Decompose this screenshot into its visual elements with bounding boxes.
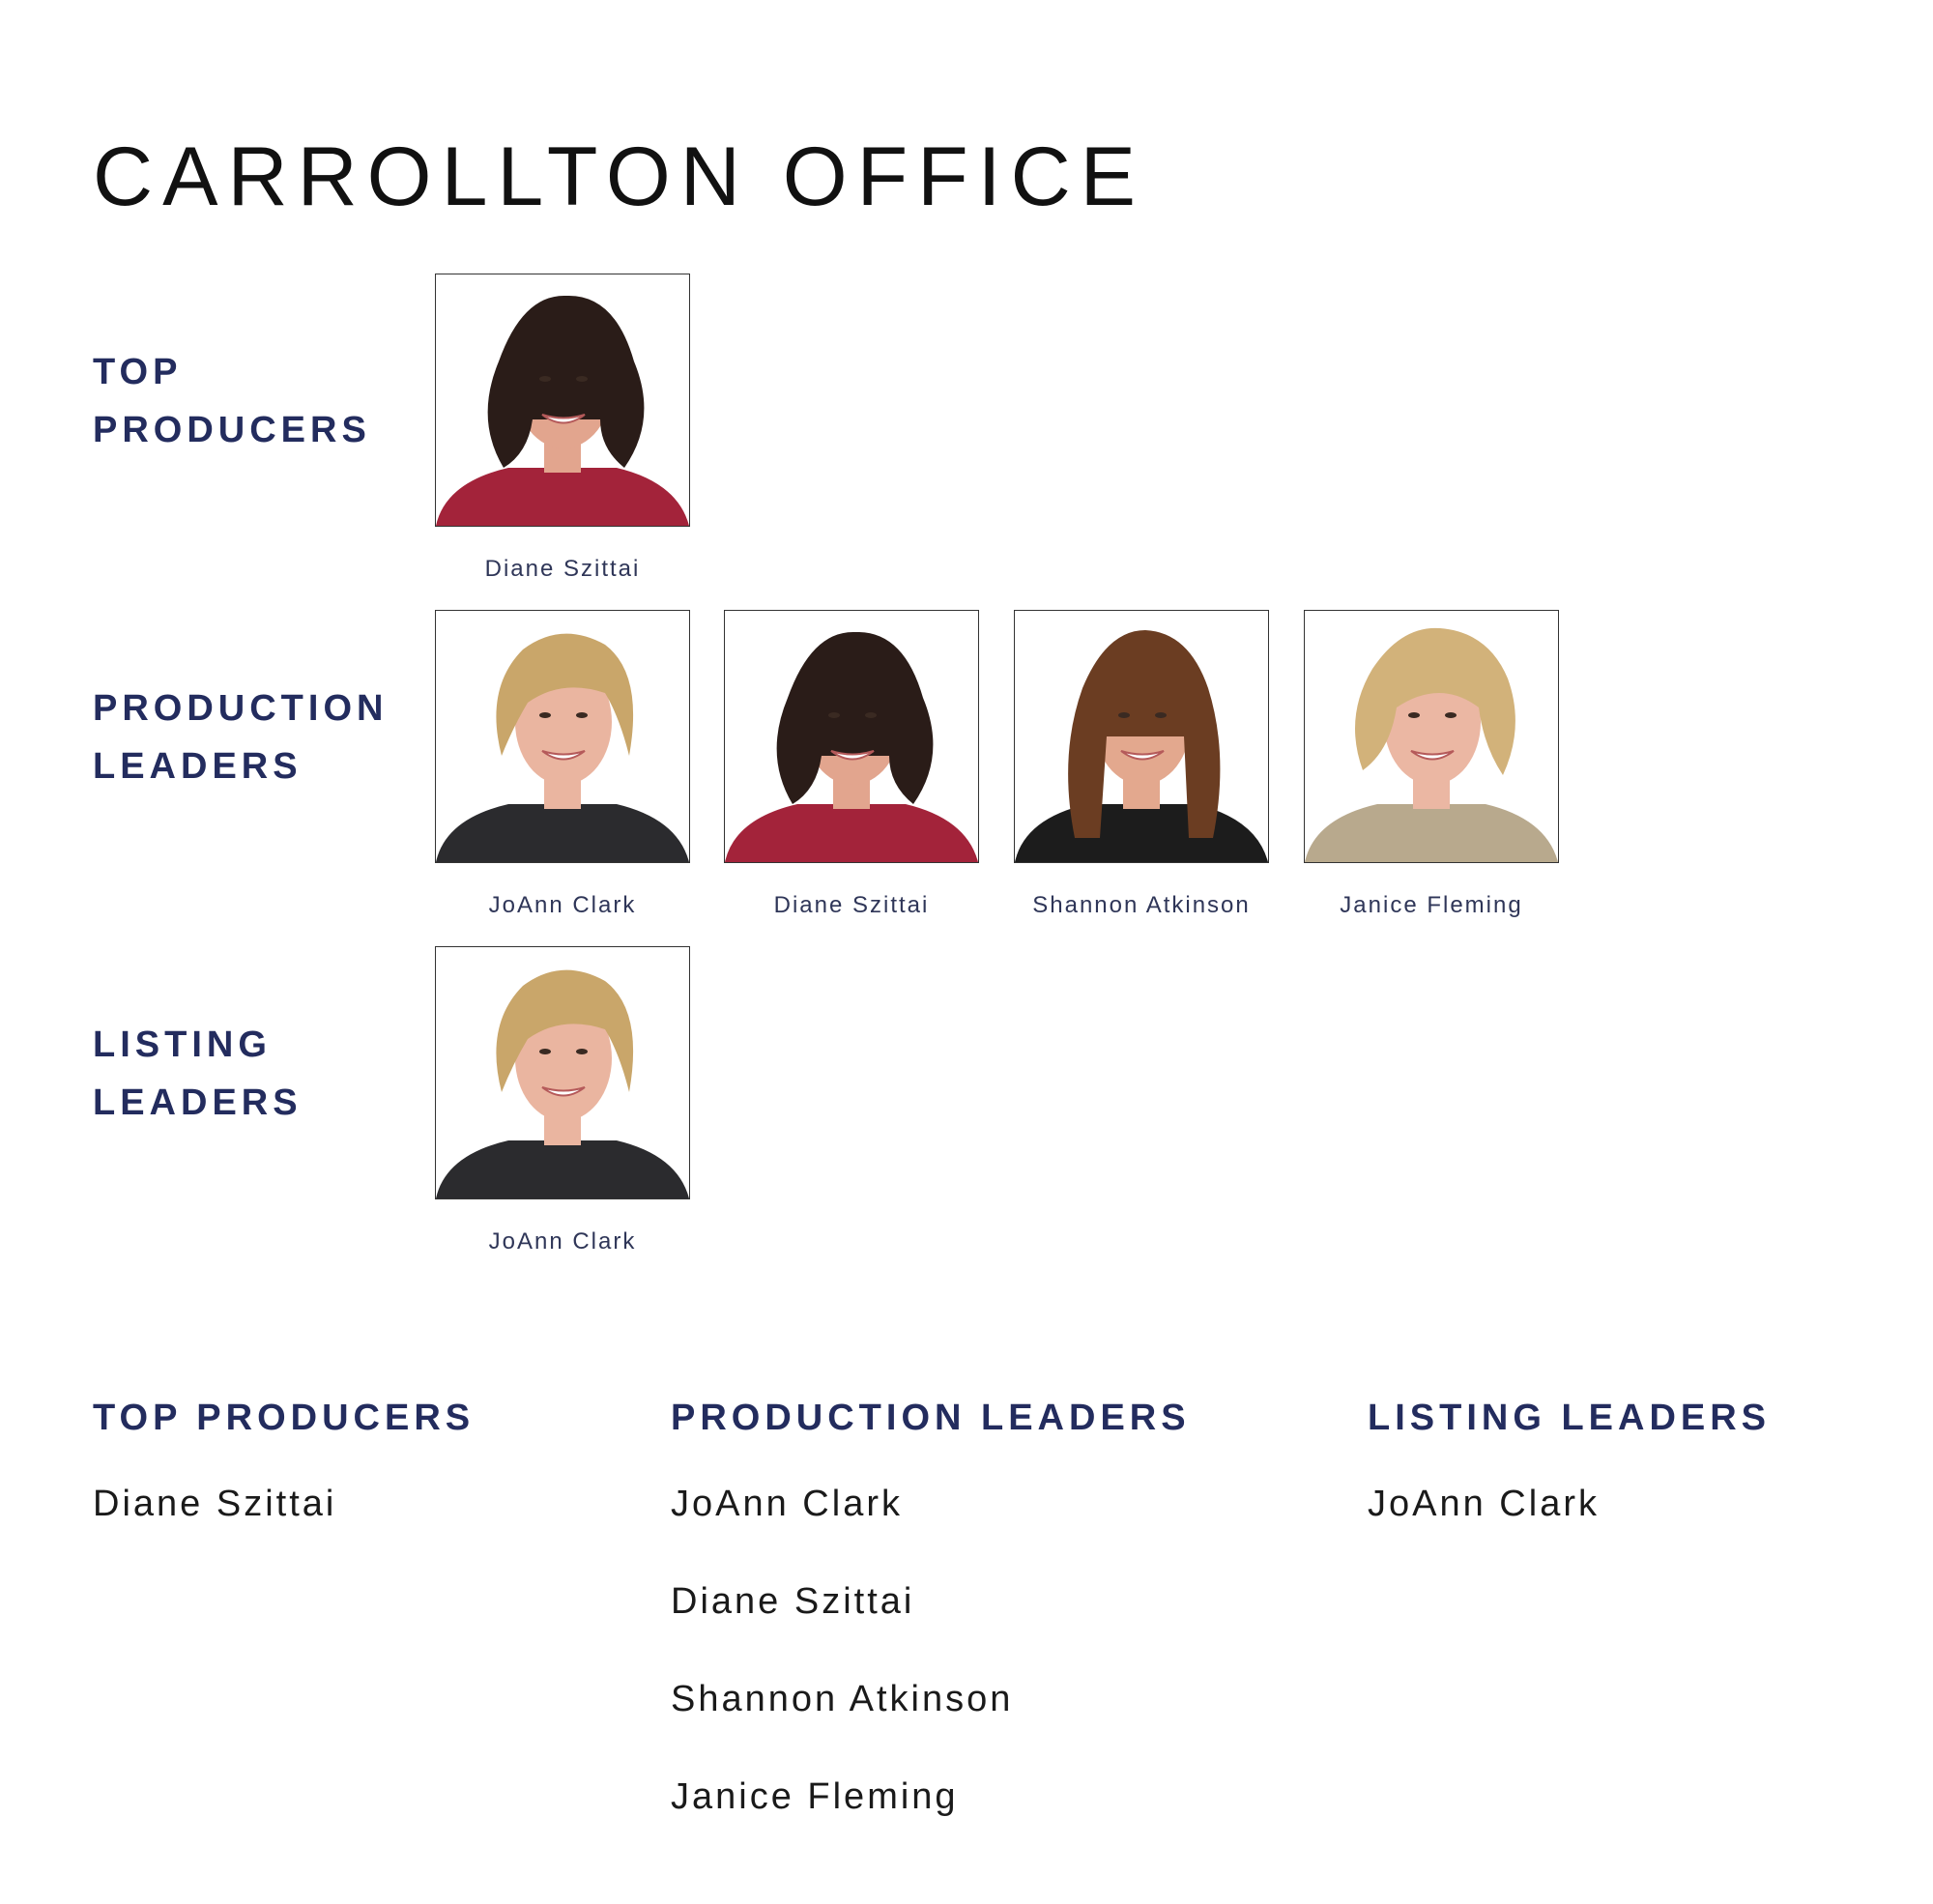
agent-photo [724,610,979,863]
summary-heading: PRODUCTION LEADERS [671,1398,1191,1438]
page-title: CARROLLTON OFFICE [93,130,1146,223]
portrait-image [1305,611,1558,862]
section-label-production-leaders: PRODUCTION LEADERS [93,679,388,795]
agent-photo [1304,610,1559,863]
summary-name: Diane Szittai [93,1484,337,1524]
agent-name-caption: Janice Fleming [1340,892,1523,918]
agent-name-caption: Diane Szittai [484,556,641,582]
section-label-top-producers: TOP PRODUCERS [93,343,371,459]
summary-name: Diane Szittai [671,1581,915,1622]
summary-name: JoAnn Clark [1368,1484,1600,1524]
label-line: PRODUCERS [93,410,371,450]
summary-heading: TOP PRODUCERS [93,1398,476,1438]
label-line: TOP [93,352,183,392]
label-line: LEADERS [93,1082,303,1123]
section-label-listing-leaders: LISTING LEADERS [93,1016,303,1132]
agent-name-caption: Diane Szittai [773,892,930,918]
label-line: LISTING [93,1024,272,1065]
summary-name: Janice Fleming [671,1776,959,1817]
portrait-image [725,611,978,862]
label-line: PRODUCTION [93,688,389,729]
portrait-image [436,947,689,1198]
summary-name: Shannon Atkinson [671,1679,1014,1719]
summary-heading: LISTING LEADERS [1368,1398,1772,1438]
label-line: LEADERS [93,746,303,787]
agent-photo [435,946,690,1199]
agent-photo [435,610,690,863]
summary-name: JoAnn Clark [671,1484,903,1524]
agent-photo [435,274,690,527]
portrait-image [1015,611,1268,862]
agent-name-caption: Shannon Atkinson [1032,892,1251,918]
agent-name-caption: JoAnn Clark [488,1228,637,1255]
portrait-image [436,611,689,862]
agent-name-caption: JoAnn Clark [488,892,637,918]
portrait-image [436,274,689,526]
agent-photo [1014,610,1269,863]
